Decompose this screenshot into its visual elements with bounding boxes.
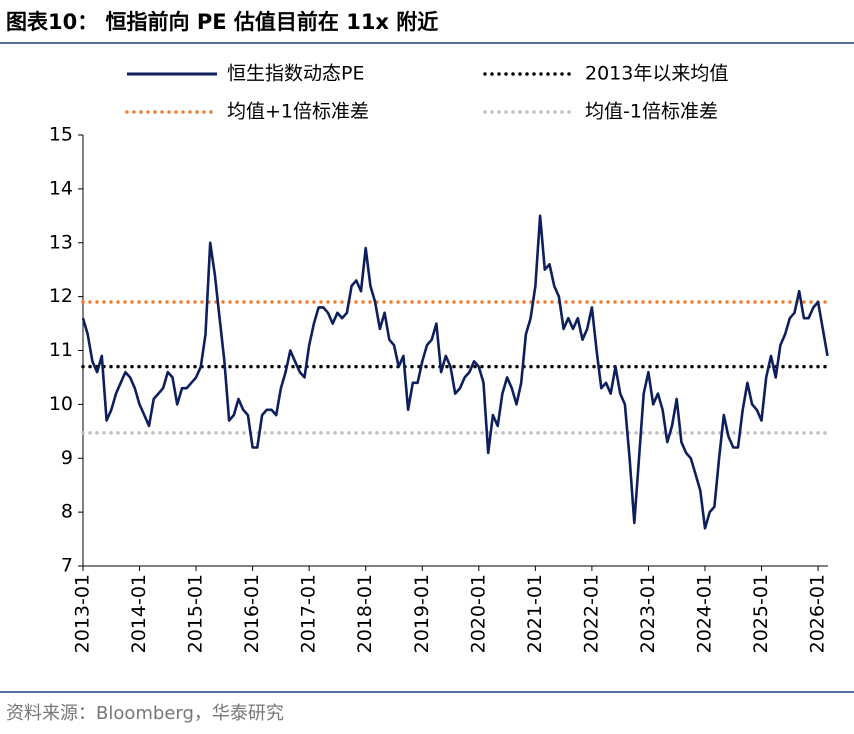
y-tick-label: 14	[49, 177, 73, 199]
x-tick-label: 2024-01	[693, 574, 715, 653]
x-tick-label: 2013-01	[72, 574, 94, 653]
x-tick-label: 2023-01	[637, 574, 659, 653]
legend-label: 均值-1倍标准差	[585, 101, 718, 123]
y-tick-label: 15	[49, 124, 73, 146]
x-tick-label: 2016-01	[241, 574, 263, 653]
x-tick-label: 2014-01	[128, 574, 150, 653]
y-tick-label: 13	[49, 231, 73, 253]
legend-label: 2013年以来均值	[585, 63, 728, 85]
x-tick-label: 2019-01	[411, 574, 433, 653]
x-tick-label: 2021-01	[524, 574, 546, 653]
y-tick-label: 7	[61, 555, 73, 577]
x-tick-label: 2026-01	[807, 574, 829, 653]
y-tick-label: 12	[49, 285, 73, 307]
y-tick-label: 9	[61, 447, 73, 469]
x-tick-label: 2018-01	[354, 574, 376, 653]
x-tick-label: 2022-01	[580, 574, 602, 653]
x-tick-label: 2025-01	[750, 574, 772, 653]
chart-title: 图表10： 恒指前向 PE 估值目前在 11x 附近	[6, 10, 438, 34]
y-tick-label: 8	[61, 501, 73, 523]
x-tick-label: 2017-01	[298, 574, 320, 653]
legend-label: 均值+1倍标准差	[227, 101, 369, 123]
source: 资料来源：Bloomberg，华泰研究	[6, 703, 284, 724]
series-line	[81, 214, 829, 530]
y-tick-label: 11	[49, 339, 73, 361]
y-tick-label: 10	[49, 393, 73, 415]
x-tick-label: 2015-01	[185, 574, 207, 653]
legend-label: 恒生指数动态PE	[227, 63, 364, 85]
x-tick-label: 2020-01	[467, 574, 489, 653]
